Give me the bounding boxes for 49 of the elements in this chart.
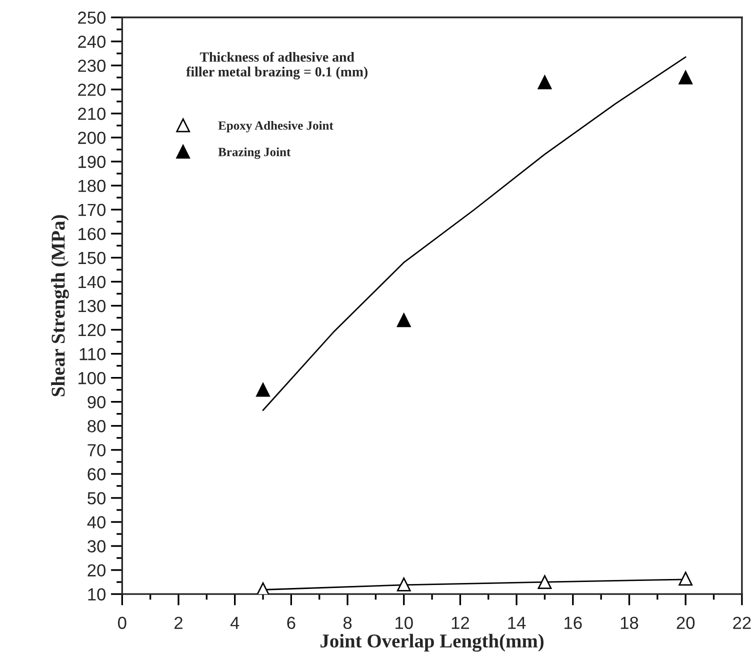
y-axis-title: Shear Strength (MPa) xyxy=(51,215,69,396)
legend-label: Brazing Joint xyxy=(218,147,291,159)
x-tick-label: 4 xyxy=(230,616,240,629)
legend-label: Epoxy Adhesive Joint xyxy=(218,120,334,132)
y-tick-label: 240 xyxy=(78,36,106,48)
x-tick-label: 16 xyxy=(564,616,582,630)
y-tick-label: 110 xyxy=(80,348,106,360)
x-tick-label: 18 xyxy=(620,616,638,630)
x-tick-label: 8 xyxy=(343,616,352,630)
x-tick-label: 6 xyxy=(287,616,296,630)
y-tick-label: 250 xyxy=(78,12,106,24)
x-tick-label: 22 xyxy=(733,616,751,629)
y-tick-label: 220 xyxy=(78,84,106,96)
point xyxy=(538,75,552,90)
x-tick-label: 10 xyxy=(396,616,413,630)
y-tick-label: 60 xyxy=(88,468,106,480)
y-tick-label: 90 xyxy=(88,396,106,408)
point xyxy=(678,70,693,84)
y-tick-label: 70 xyxy=(88,444,106,456)
point xyxy=(396,313,411,328)
x-tick-label: 0 xyxy=(118,616,126,630)
point xyxy=(538,575,552,590)
y-tick-label: 140 xyxy=(78,276,106,288)
y-tick-label: 20 xyxy=(88,564,106,577)
point xyxy=(256,382,270,397)
x-axis-title: Joint Overlap Length(mm) xyxy=(320,634,544,652)
y-tick-label: 230 xyxy=(78,60,106,72)
y-tick-label: 50 xyxy=(88,492,106,504)
y-tick-label: 200 xyxy=(78,132,106,144)
x-tick-label: 14 xyxy=(508,616,526,629)
y-tick-label: 10 xyxy=(88,588,106,601)
y-tick-label: 130 xyxy=(78,300,106,312)
y-tick-label: 210 xyxy=(78,108,106,120)
y-tick-label: 170 xyxy=(78,204,106,216)
y-tick-label: 180 xyxy=(78,180,106,192)
annotation: Thickness of adhesive and filler metal brazing = 0.1 (mm) xyxy=(186,52,368,80)
y-tick-label: 190 xyxy=(78,156,106,168)
y-tick-label: 160 xyxy=(78,228,106,240)
x-tick-label: 2 xyxy=(174,616,182,629)
y-tick-label: 80 xyxy=(88,420,106,432)
point xyxy=(396,578,411,592)
y-tick-label: 40 xyxy=(87,516,106,528)
y-tick-label: 120 xyxy=(78,324,106,336)
x-tick-label: 20 xyxy=(676,616,695,630)
x-tick-label: 12 xyxy=(452,616,469,629)
y-tick-label: 100 xyxy=(78,372,106,384)
y-tick-label: 150 xyxy=(78,252,106,264)
y-tick-label: 30 xyxy=(88,540,106,552)
point xyxy=(678,572,693,586)
